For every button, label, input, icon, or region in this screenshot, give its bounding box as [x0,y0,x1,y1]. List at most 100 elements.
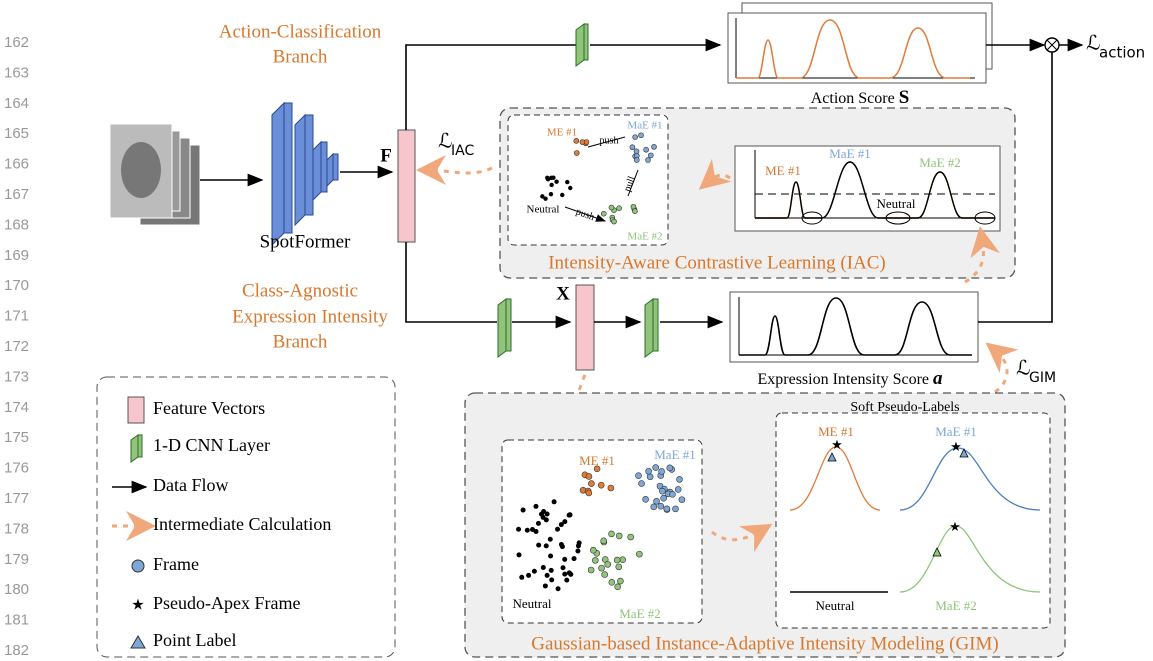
plot-label: MaE #2 [919,155,961,170]
cluster-label: MaE #1 [654,447,696,462]
branch-label: Branch [273,46,328,67]
frame-dot [574,138,579,143]
soft-labels-title: Soft Pseudo-Labels [850,400,959,415]
frame-dot [544,543,549,548]
iac-title: Intensity-Aware Contrastive Learning (IA… [548,252,886,273]
flow-line [406,242,497,322]
frame-dot [679,497,685,503]
frame-dot [608,485,614,491]
line-number: 166 [4,156,29,173]
calc-arrow [428,168,492,173]
frame-dot [562,557,567,562]
iac-scatter-box [508,115,668,245]
frame-dot [635,473,641,479]
line-number: 169 [4,247,29,264]
legend-label: Intermediate Calculation [153,514,331,534]
soft-label-name: MaE #1 [935,424,977,439]
line-number: 167 [4,186,29,203]
frame-dot [628,534,634,540]
frame-dot [580,140,585,145]
frame-dot [546,177,550,181]
frame-dot [677,476,683,482]
frame-dot [574,150,579,155]
line-number: 179 [4,551,29,568]
frame-dot [565,180,569,184]
frame-dot [564,578,569,583]
legend-label: Feature Vectors [153,398,265,418]
cnn-layer [498,299,511,357]
line-number: 162 [4,34,29,51]
frame-dot [609,205,614,210]
frame-dot [609,531,615,537]
frame-dot [560,544,565,549]
frame-dot [556,586,561,591]
frame-dot [609,579,615,585]
score-caption: Action Score S [811,87,910,108]
frame-dot [567,513,572,518]
line-number: 174 [4,399,29,416]
frame-dot [568,186,572,190]
frame-dot [592,557,598,563]
legend-label: Frame [153,554,199,574]
plot-label: Neutral [877,196,916,211]
frame-dot [555,527,560,532]
loss-subscript: action [1099,44,1145,62]
frame-dot [562,519,567,524]
frame-dot [639,133,644,138]
line-number: 182 [4,642,29,659]
cnn-layer [576,24,588,66]
legend-label: Data Flow [153,475,229,495]
feature-label: F [380,145,392,166]
cluster-label: Neutral [513,596,552,611]
frame-dot [612,219,617,224]
loss-subscript: IAC [451,143,474,159]
frame-dot [519,575,524,580]
cluster-label: MaE #2 [627,231,662,243]
frame-dot [614,557,620,563]
line-number: 175 [4,429,29,446]
push-label: push [600,135,619,146]
frame-dot [561,565,566,570]
feature-vector [576,285,594,370]
feature-label: X [556,283,570,304]
frame-dot [545,573,550,578]
cnn-layer [645,299,658,357]
line-number: 177 [4,490,29,507]
face-frames [110,124,200,225]
frame-dot [643,496,649,502]
line-number: 168 [4,216,29,233]
frame-dot [658,503,664,509]
frame-dot [664,506,670,512]
frame-dot [675,486,681,492]
frame-dot [620,557,626,563]
line-numbers: 1621631641651661671681691701711721731741… [4,34,29,659]
frame-dot [651,504,657,510]
svg-text:★: ★ [949,519,961,534]
frame-dot [652,144,657,149]
frame-dot [648,153,653,158]
frame-dot [588,481,594,487]
frame-dot [598,482,604,488]
frame-dot [526,573,531,578]
frame-dot [601,211,606,216]
frame-dot [549,183,553,187]
frame-dot [630,145,635,150]
plot-label: MaE #1 [829,146,871,161]
frame-dot [672,506,678,512]
frame-dot [667,465,673,471]
frame-dot [602,572,608,578]
frame-dot [532,569,537,574]
line-number: 170 [4,277,29,294]
frame-dot [634,157,639,162]
loss-subscript: GIM [1029,370,1056,386]
line-number: 173 [4,368,29,385]
calc-arrow [995,350,1007,392]
legend-label: Pseudo-Apex Frame [153,593,300,613]
score-caption: Expression Intensity Score a [757,368,943,389]
svg-text:★: ★ [950,439,962,454]
line-number: 163 [4,64,29,81]
frame-dot [634,149,639,154]
frame-dot [659,488,665,494]
frame-dot [588,567,594,573]
frame-dot [644,147,649,152]
